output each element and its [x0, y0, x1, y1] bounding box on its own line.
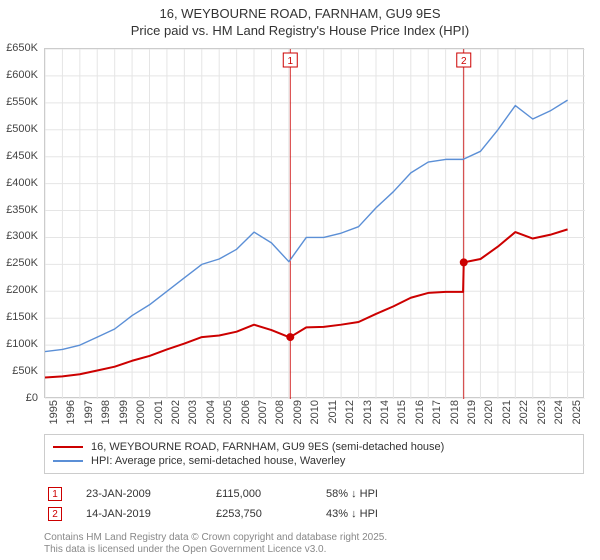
- legend: 16, WEYBOURNE ROAD, FARNHAM, GU9 9ES (se…: [44, 434, 584, 474]
- y-tick-label: £500K: [6, 123, 38, 135]
- title-line2: Price paid vs. HM Land Registry's House …: [0, 23, 600, 40]
- annotation-table: 1 23-JAN-2009£115,00058% ↓ HPI 2 14-JAN-201…: [44, 484, 584, 524]
- legend-label: 16, WEYBOURNE ROAD, FARNHAM, GU9 9ES (se…: [91, 441, 444, 453]
- annotation-date: 14-JAN-2019: [86, 508, 216, 520]
- annotation-price: £253,750: [216, 508, 326, 520]
- title-block: 16, WEYBOURNE ROAD, FARNHAM, GU9 9ES Pri…: [0, 0, 600, 40]
- marker-badge-2: 2: [457, 53, 471, 67]
- chart-svg: 12: [45, 49, 585, 399]
- x-tick-label: 2017: [431, 400, 443, 430]
- x-tick-label: 2011: [327, 400, 339, 430]
- x-tick-label: 2018: [449, 400, 461, 430]
- y-tick-label: £300K: [6, 230, 38, 242]
- x-tick-label: 1997: [83, 400, 95, 430]
- y-tick-label: £350K: [6, 204, 38, 216]
- legend-row: 16, WEYBOURNE ROAD, FARNHAM, GU9 9ES (se…: [53, 441, 575, 453]
- x-tick-label: 2012: [344, 400, 356, 430]
- y-tick-label: £250K: [6, 257, 38, 269]
- x-tick-label: 1998: [100, 400, 112, 430]
- x-tick-label: 1995: [48, 400, 60, 430]
- chart-container: 16, WEYBOURNE ROAD, FARNHAM, GU9 9ES Pri…: [0, 0, 600, 560]
- y-tick-label: £600K: [6, 69, 38, 81]
- x-tick-label: 1999: [118, 400, 130, 430]
- y-tick-label: £100K: [6, 338, 38, 350]
- annotation-delta: 43% ↓ HPI: [326, 508, 446, 520]
- x-tick-label: 2019: [466, 400, 478, 430]
- x-tick-label: 2015: [396, 400, 408, 430]
- y-axis-labels: £0£50K£100K£150K£200K£250K£300K£350K£400…: [0, 48, 40, 398]
- y-tick-label: £400K: [6, 177, 38, 189]
- y-tick-label: £150K: [6, 311, 38, 323]
- x-tick-label: 2001: [153, 400, 165, 430]
- x-tick-label: 2013: [362, 400, 374, 430]
- x-tick-label: 2016: [414, 400, 426, 430]
- footer-attribution: Contains HM Land Registry data © Crown c…: [44, 532, 387, 556]
- x-tick-label: 2009: [292, 400, 304, 430]
- annotation-row-2: 2 14-JAN-2019£253,75043% ↓ HPI: [44, 504, 584, 524]
- y-tick-label: £200K: [6, 284, 38, 296]
- footer-line2: This data is licensed under the Open Gov…: [44, 544, 387, 556]
- x-tick-label: 2014: [379, 400, 391, 430]
- x-tick-label: 2024: [553, 400, 565, 430]
- marker-dot-2: [460, 258, 468, 266]
- y-tick-label: £550K: [6, 96, 38, 108]
- annotation-price: £115,000: [216, 488, 326, 500]
- title-line1: 16, WEYBOURNE ROAD, FARNHAM, GU9 9ES: [0, 6, 600, 23]
- x-tick-label: 2007: [257, 400, 269, 430]
- x-tick-label: 2000: [135, 400, 147, 430]
- marker-dot-1: [286, 333, 294, 341]
- chart-plot-area: 12: [44, 48, 584, 398]
- annotation-row-1: 1 23-JAN-2009£115,00058% ↓ HPI: [44, 484, 584, 504]
- annotation-badge: 2: [48, 507, 62, 521]
- x-tick-label: 2025: [571, 400, 583, 430]
- svg-text:1: 1: [287, 56, 293, 67]
- x-tick-label: 2002: [170, 400, 182, 430]
- y-tick-label: £650K: [6, 42, 38, 54]
- legend-swatch: [53, 460, 83, 461]
- x-tick-label: 2004: [205, 400, 217, 430]
- y-tick-label: £50K: [12, 365, 38, 377]
- x-tick-label: 2023: [536, 400, 548, 430]
- y-tick-label: £0: [26, 392, 38, 404]
- x-tick-label: 2021: [501, 400, 513, 430]
- legend-label: HPI: Average price, semi-detached house,…: [91, 455, 345, 467]
- x-tick-label: 2006: [240, 400, 252, 430]
- annotation-badge: 1: [48, 487, 62, 501]
- x-tick-label: 2003: [187, 400, 199, 430]
- annotation-delta: 58% ↓ HPI: [326, 488, 446, 500]
- annotation-date: 23-JAN-2009: [86, 488, 216, 500]
- x-tick-label: 2005: [222, 400, 234, 430]
- legend-swatch: [53, 446, 83, 448]
- marker-badge-1: 1: [283, 53, 297, 67]
- svg-text:2: 2: [461, 56, 467, 67]
- x-tick-label: 2020: [483, 400, 495, 430]
- x-tick-label: 2008: [274, 400, 286, 430]
- y-tick-label: £450K: [6, 150, 38, 162]
- footer-line1: Contains HM Land Registry data © Crown c…: [44, 532, 387, 544]
- x-tick-label: 2010: [309, 400, 321, 430]
- x-tick-label: 2022: [518, 400, 530, 430]
- legend-row: HPI: Average price, semi-detached house,…: [53, 455, 575, 467]
- x-tick-label: 1996: [65, 400, 77, 430]
